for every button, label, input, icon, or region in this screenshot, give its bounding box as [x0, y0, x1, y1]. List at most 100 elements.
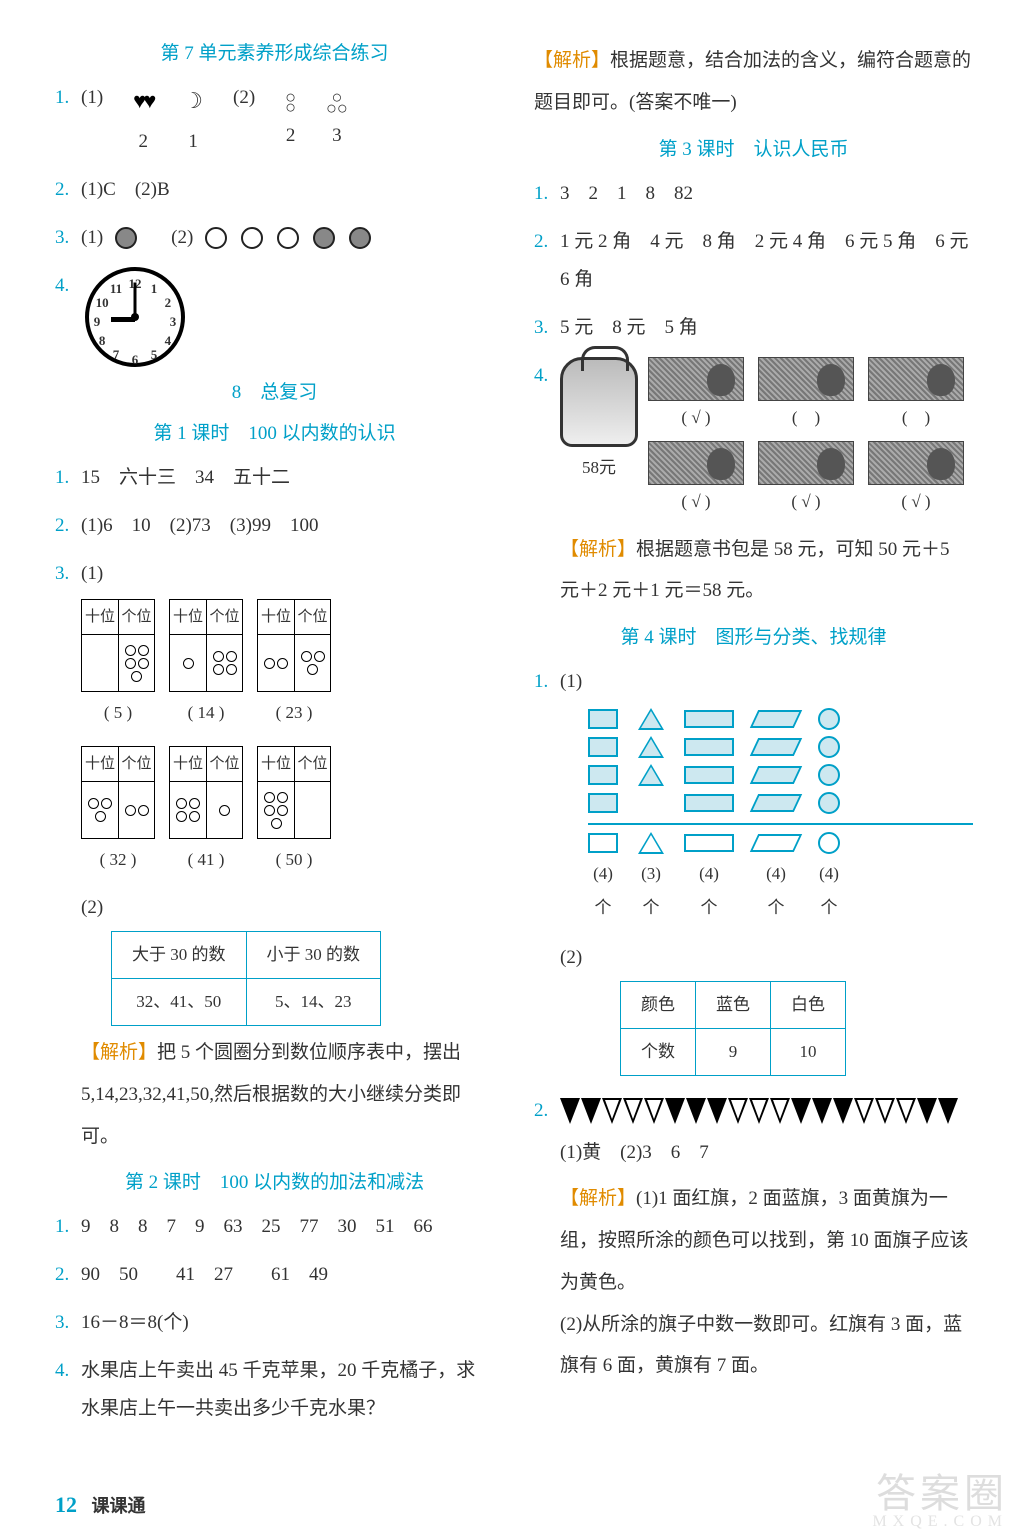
lesson3-title: 第 3 课时 认识人民币	[534, 134, 973, 161]
part2-label: (2)	[81, 897, 103, 918]
u7-q3: 3. (1) (2)	[55, 219, 494, 257]
td: 10	[771, 1029, 846, 1076]
rect-icon	[684, 834, 734, 852]
part1-label: (1)	[81, 219, 103, 257]
text: 水果店上午卖出 45 千克苹果，20 千克橘子，求水果店上午一共卖出多少千克水果…	[81, 1352, 494, 1428]
l2-q3: 3.16－8＝8(个)	[55, 1304, 494, 1342]
qnum: 3.	[55, 219, 81, 257]
l2-q1: 1.9 8 8 7 9 63 25 77 30 51 66	[55, 1208, 494, 1246]
unit7-title: 第 7 单元素养形成综合练习	[55, 38, 494, 65]
qnum: 3.	[55, 1304, 81, 1342]
td: 个数	[621, 1029, 696, 1076]
qnum: 4.	[55, 1352, 81, 1390]
jiexi-label: 【解析】	[81, 1042, 157, 1063]
tri-count: 3	[326, 117, 348, 155]
flag-icon	[686, 1098, 706, 1124]
open-circle-icon	[241, 227, 263, 249]
l2-q2: 2.90 50 41 27 61 49	[55, 1256, 494, 1294]
l1-q3: 3. (1) 十位个位( 5 )十位个位( 14 )十位个位( 23 )十位个位…	[55, 555, 494, 1157]
qnum: 3.	[534, 309, 560, 347]
part2-label: (2)	[233, 79, 255, 117]
flag-icon	[875, 1098, 895, 1124]
qnum: 2.	[55, 1256, 81, 1294]
flag-icon	[707, 1098, 727, 1124]
jiexi-label: 【解析】	[560, 1188, 636, 1209]
part1-label: (1)	[560, 671, 582, 692]
open-circle-icon	[277, 227, 299, 249]
l3-q4: 4. 58元 ( √ )( )( )( √ )( √ )( √ ) 【解析】根据…	[534, 357, 973, 613]
th: 白色	[771, 982, 846, 1029]
flag-icon	[644, 1098, 664, 1124]
circle-icon	[818, 832, 840, 854]
hearts-count: 2	[133, 123, 153, 161]
u7-q4: 4. 121234567891011	[55, 267, 494, 367]
backpack-icon	[560, 357, 638, 447]
clock-icon: 121234567891011	[85, 267, 185, 367]
stack-count: 2	[285, 117, 296, 155]
text: 15 六十三 34 五十二	[81, 459, 494, 497]
th: 蓝色	[696, 982, 771, 1029]
moon-count: 1	[183, 123, 203, 161]
l2-q4: 4.水果店上午卖出 45 千克苹果，20 千克橘子，求水果店上午一共卖出多少千克…	[55, 1352, 494, 1428]
q2-text: (1)C (2)B	[81, 171, 494, 209]
part2-label: (2)	[560, 947, 582, 968]
wm-sub: MXQE.COM	[872, 1514, 1008, 1530]
text: 16－8＝8(个)	[81, 1304, 494, 1342]
flag-icon	[728, 1098, 748, 1124]
part1-label: (1)	[81, 79, 103, 117]
qnum: 1.	[534, 175, 560, 213]
flag-icon	[623, 1098, 643, 1124]
flag-icon	[581, 1098, 601, 1124]
flag-icon	[833, 1098, 853, 1124]
flag-icon	[665, 1098, 685, 1124]
bag-price: 58元	[560, 451, 638, 485]
gt-lt-table: 大于 30 的数小于 30 的数 32、41、505、14、23	[111, 931, 381, 1026]
bill-icon	[868, 357, 964, 401]
bill-icon	[758, 441, 854, 485]
part2-label: (2)	[171, 219, 193, 257]
color-table: 颜色 蓝色 白色 个数 9 10	[620, 981, 846, 1076]
qnum: 1.	[55, 79, 81, 117]
l3-q2: 2.1 元 2 角 4 元 8 角 2 元 4 角 6 元 5 角 6 元 6 …	[534, 223, 973, 299]
top-jiexi: 【解析】根据题意，结合加法的含义，编符合题意的题目即可。(答案不唯一)	[534, 40, 973, 124]
circle-tri-icon: ○○○	[326, 92, 348, 114]
qnum: 2.	[55, 507, 81, 545]
flag-icon	[854, 1098, 874, 1124]
text: 3 2 1 8 82	[560, 175, 973, 213]
td: 9	[696, 1029, 771, 1076]
page-number: 12	[55, 1492, 77, 1517]
filled-circle-icon	[313, 227, 335, 249]
ans-text: (1)黄 (2)3 6 7	[560, 1134, 973, 1172]
text: (1)6 10 (2)73 (3)99 100	[81, 507, 494, 545]
qnum: 1.	[55, 1208, 81, 1246]
l1-q2: 2. (1)6 10 (2)73 (3)99 100	[55, 507, 494, 545]
jiexi-label: 【解析】	[560, 539, 636, 560]
th: 颜色	[621, 982, 696, 1029]
page-footer: 12 课课通	[55, 1492, 146, 1518]
text: 90 50 41 27 61 49	[81, 1256, 494, 1294]
lesson4-title: 第 4 课时 图形与分类、找规律	[534, 622, 973, 649]
circle-stack-icon: ○○	[285, 93, 296, 113]
moon-icon: ☽	[183, 88, 203, 113]
text: 9 8 8 7 9 63 25 77 30 51 66	[81, 1208, 494, 1246]
book-name: 课课通	[92, 1496, 146, 1516]
bill-icon	[758, 357, 854, 401]
bill-icon	[648, 357, 744, 401]
flag-icon	[560, 1098, 580, 1124]
flag-icon	[896, 1098, 916, 1124]
l4-q1: 1. (1) (4)个(3)个(4)个(4)个(4)个 (2) 颜色	[534, 663, 973, 1082]
text: 1 元 2 角 4 元 8 角 2 元 4 角 6 元 5 角 6 元 6 角	[560, 223, 973, 299]
qnum: 4.	[534, 357, 560, 395]
text: 5 元 8 元 5 角	[560, 309, 973, 347]
filled-circle-icon	[349, 227, 371, 249]
flag-icon	[749, 1098, 769, 1124]
l1-q1: 1. 15 六十三 34 五十二	[55, 459, 494, 497]
qnum: 4.	[55, 267, 81, 305]
u7-q2: 2. (1)C (2)B	[55, 171, 494, 209]
open-circle-icon	[205, 227, 227, 249]
qnum: 1.	[534, 663, 560, 701]
th: 小于 30 的数	[246, 932, 381, 979]
flag-row	[560, 1098, 973, 1124]
l3-q1: 1.3 2 1 8 82	[534, 175, 973, 213]
l3-q3: 3.5 元 8 元 5 角	[534, 309, 973, 347]
